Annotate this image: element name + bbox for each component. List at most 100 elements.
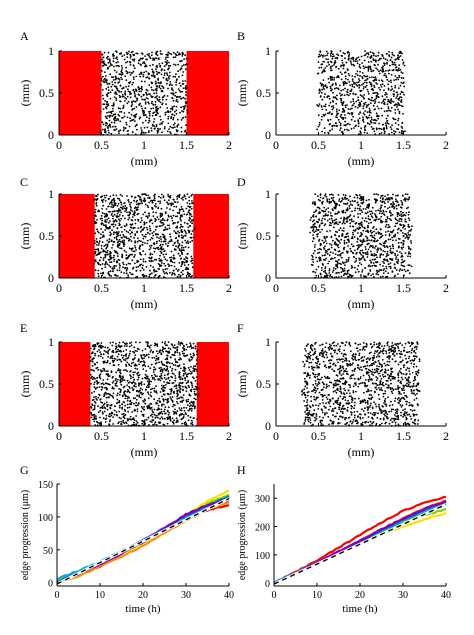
cell-point xyxy=(347,245,349,247)
cell-point xyxy=(331,271,334,273)
cell-point xyxy=(103,194,106,197)
cell-point xyxy=(368,210,371,213)
cell-point xyxy=(120,226,123,229)
cell-point xyxy=(113,199,116,202)
cell-point xyxy=(144,373,147,376)
cell-point xyxy=(162,270,165,273)
cell-point xyxy=(382,68,384,71)
cell-point xyxy=(370,99,372,102)
cell-point xyxy=(373,193,376,196)
cell-point xyxy=(169,362,171,365)
cell-point xyxy=(341,73,343,75)
cell-point xyxy=(373,234,376,237)
cell-point xyxy=(113,65,115,68)
cell-point xyxy=(328,104,331,107)
cell-point xyxy=(175,268,178,270)
cell-point xyxy=(146,204,149,207)
cell-point xyxy=(411,225,413,228)
cell-point xyxy=(107,217,110,220)
cell-point xyxy=(179,344,182,346)
cell-point xyxy=(388,55,391,57)
cell-point xyxy=(190,390,193,393)
cell-point xyxy=(324,240,327,242)
cell-point xyxy=(173,105,176,108)
cell-point xyxy=(154,203,157,205)
cell-point xyxy=(357,122,360,125)
cell-point xyxy=(388,80,390,83)
cell-point xyxy=(154,204,156,207)
cell-point xyxy=(366,56,369,58)
cell-point xyxy=(102,198,105,201)
cell-point xyxy=(309,219,312,221)
cell-point xyxy=(153,58,156,61)
cell-point xyxy=(377,231,380,234)
cell-point xyxy=(183,410,186,412)
cell-point xyxy=(141,202,144,205)
cell-point xyxy=(188,219,191,222)
cell-point xyxy=(369,120,372,122)
cell-point xyxy=(196,395,199,397)
cell-point xyxy=(133,92,136,95)
cell-point xyxy=(342,211,345,214)
cell-point xyxy=(172,203,175,205)
cell-point xyxy=(188,199,191,202)
cell-point xyxy=(157,58,160,60)
cell-point xyxy=(154,57,157,60)
cell-point xyxy=(335,218,338,221)
cell-point xyxy=(157,412,160,415)
cell-point xyxy=(363,81,366,84)
cell-point xyxy=(349,92,352,95)
cell-point xyxy=(327,211,330,213)
cell-point xyxy=(344,114,346,116)
cell-point xyxy=(167,263,170,266)
cell-point xyxy=(165,56,168,59)
cell-point xyxy=(138,394,141,397)
cell-point xyxy=(396,215,399,218)
cell-point xyxy=(339,227,342,230)
cell-point xyxy=(190,195,193,197)
cell-point xyxy=(173,205,176,208)
cell-point xyxy=(322,70,324,73)
cell-point xyxy=(154,100,157,103)
cell-point xyxy=(331,55,334,58)
cell-point xyxy=(388,211,391,214)
cell-point xyxy=(163,127,166,130)
cell-point xyxy=(371,254,374,257)
cell-point xyxy=(337,254,339,257)
cell-point xyxy=(99,409,102,412)
cell-point xyxy=(190,255,193,258)
cell-point xyxy=(341,222,344,225)
cell-point xyxy=(334,57,337,60)
cell-point xyxy=(359,197,361,200)
cell-point xyxy=(158,86,161,88)
cell-point xyxy=(187,264,190,266)
cell-point xyxy=(351,85,354,88)
cell-point xyxy=(155,82,158,85)
cell-point xyxy=(339,129,341,132)
cell-point xyxy=(409,248,412,250)
cell-point xyxy=(143,235,146,238)
cell-point xyxy=(399,214,401,217)
cell-point xyxy=(154,270,157,272)
cell-point xyxy=(113,258,116,261)
cell-point xyxy=(385,245,388,248)
cell-point xyxy=(329,101,332,104)
cell-point xyxy=(117,243,120,246)
cell-point xyxy=(145,233,147,236)
cell-point xyxy=(184,231,187,233)
cell-point xyxy=(109,97,112,100)
cell-point xyxy=(101,128,104,131)
cell-point xyxy=(178,414,181,417)
cell-point xyxy=(349,222,352,225)
cell-point xyxy=(113,240,116,243)
cell-point xyxy=(139,196,141,199)
cell-point xyxy=(160,207,163,210)
cell-point xyxy=(108,348,111,351)
cell-point xyxy=(144,260,147,263)
cell-point xyxy=(136,52,139,55)
cell-point xyxy=(354,266,356,269)
cell-point xyxy=(149,273,152,275)
cell-point xyxy=(112,256,115,259)
cell-point xyxy=(390,74,393,76)
cell-point xyxy=(174,379,177,382)
